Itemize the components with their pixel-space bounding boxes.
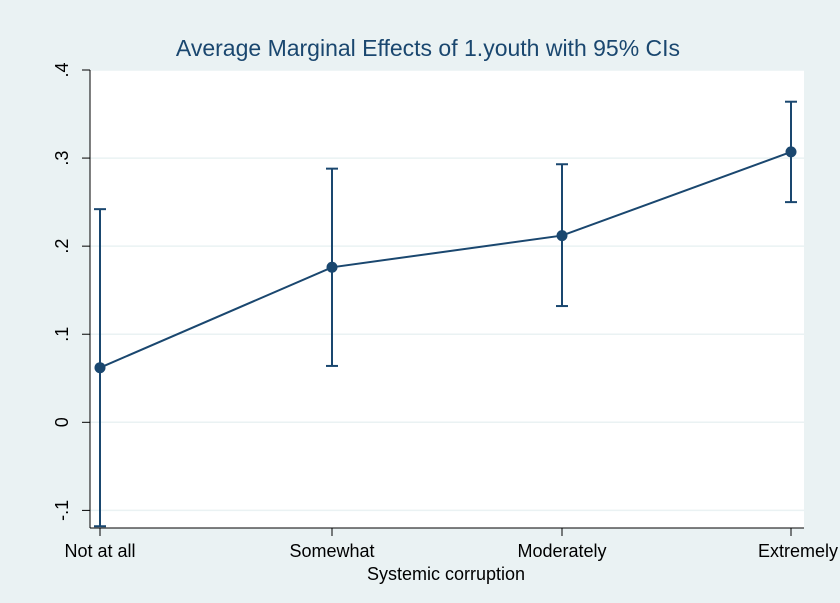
y-ticks: -.1 0 .1 .2 .3 .4	[52, 62, 90, 521]
x-tick-label: Moderately	[517, 541, 606, 561]
series-polyline	[99, 150, 792, 369]
data-point	[94, 362, 106, 374]
grid-lines	[90, 69, 804, 512]
data-point	[556, 230, 568, 242]
x-ticks: Not at all Somewhat Moderately Extremely	[64, 528, 838, 561]
x-tick-label: Not at all	[64, 541, 135, 561]
x-axis-label: Systemic corruption	[367, 564, 525, 584]
y-tick-label: .3	[52, 151, 72, 166]
data-point	[785, 146, 797, 158]
y-tick-label: .2	[52, 239, 72, 254]
points	[94, 146, 797, 374]
x-tick-label: Somewhat	[289, 541, 374, 561]
y-tick-label: 0	[52, 417, 72, 427]
y-tick-label: .1	[52, 327, 72, 342]
plot-area	[90, 70, 804, 528]
data-point	[326, 261, 338, 273]
series-line	[99, 150, 792, 369]
axes	[89, 70, 804, 529]
y-tick-label: .4	[52, 62, 72, 77]
y-tick-label: -.1	[52, 500, 72, 521]
chart-title: Average Marginal Effects of 1.youth with…	[176, 35, 680, 61]
x-tick-label: Extremely	[758, 541, 838, 561]
